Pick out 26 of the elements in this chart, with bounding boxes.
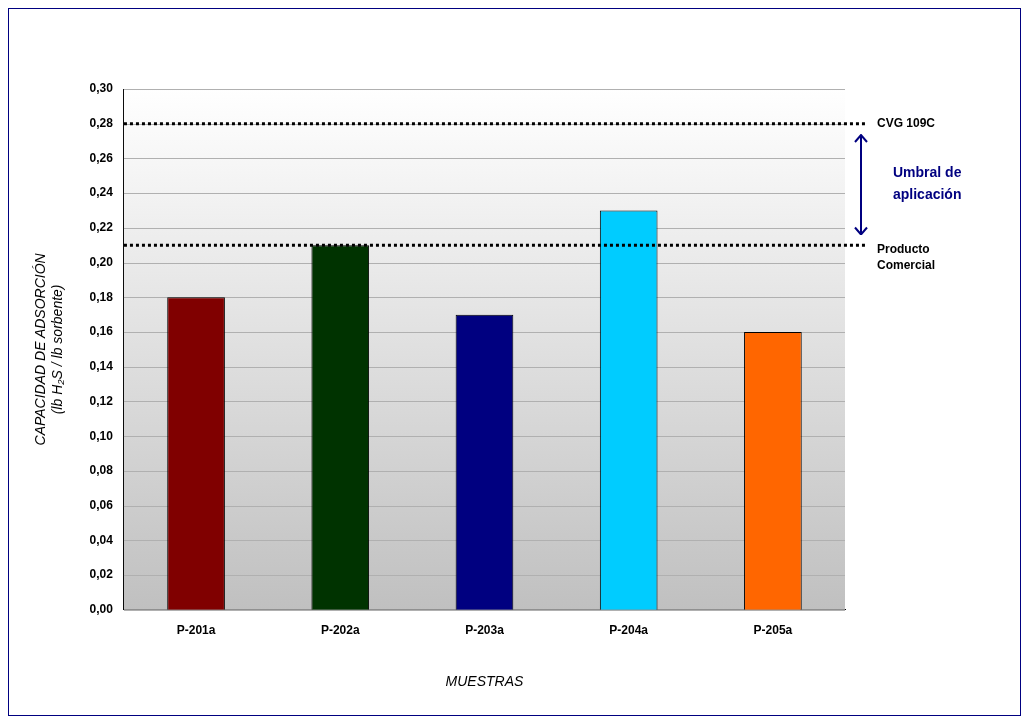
y-tick-label: 0,16 [89, 324, 114, 339]
x-tick-label: P-202a [320, 623, 360, 638]
x-tick-label: P-205a [753, 623, 793, 638]
x-axis-title: MUESTRAS [445, 673, 525, 690]
x-tick-label: P-203a [465, 623, 505, 638]
y-tick-label: 0,06 [89, 497, 114, 512]
y-tick-label: 0,22 [89, 220, 114, 235]
y-tick-label: 0,24 [89, 185, 114, 200]
y-tick-label: 0,18 [89, 289, 114, 304]
x-tick-label: P-204a [609, 623, 649, 638]
y-tick-label: 0,02 [89, 567, 114, 582]
y-tick-label: 0,12 [89, 393, 114, 408]
x-tick-label: P-201a [176, 623, 216, 638]
text: Umbral de aplicación [893, 164, 962, 203]
y-tick-label: 0,04 [89, 532, 114, 547]
y-tick-label: 0,20 [89, 254, 114, 269]
y-tick-label: 0,26 [89, 150, 114, 165]
ref-line-label: Producto Comercial [877, 241, 936, 272]
y-tick-label: 0,30 [89, 81, 114, 96]
y-tick-label: 0,00 [89, 602, 114, 617]
y-tick-label: 0,08 [89, 463, 114, 478]
ref-line-label: CVG 109C [877, 116, 936, 131]
y-tick-label: 0,14 [89, 359, 114, 374]
y-tick-label: 0,28 [89, 116, 114, 131]
y-axis-title: CAPACIDAD DE ADSORCIÓN (lb H₂S / lb sorbente) [32, 252, 66, 446]
y-tick-label: 0,10 [89, 428, 114, 443]
